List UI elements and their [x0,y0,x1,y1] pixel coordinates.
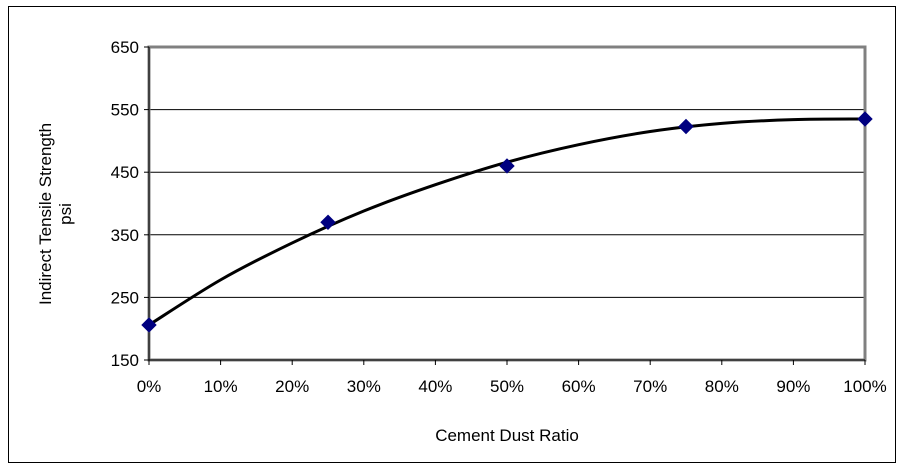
x-axis-title: Cement Dust Ratio [435,426,579,445]
x-tick-label: 80% [705,377,739,396]
x-tick-label: 70% [633,377,667,396]
y-axis-ticks: 150 250 350 450 550 650 [111,38,149,370]
data-point-marker [678,118,694,135]
x-tick-label: 100% [843,377,886,396]
data-point-marker [320,214,336,230]
x-tick-label: 50% [490,377,524,396]
data-point-marker [499,158,515,174]
y-tick-label: 350 [111,226,139,245]
y-axis-title: Indirect Tensile Strength psi [36,123,75,305]
x-tick-label: 30% [347,377,381,396]
data-point-marker [857,111,873,127]
x-tick-label: 10% [204,377,238,396]
x-tick-label: 90% [776,377,810,396]
y-tick-label: 450 [111,163,139,182]
data-point-marker [141,317,157,333]
x-axis-ticks: 0% 10% 20% 30% 40% 50% 60% 70% 80% 90% 100% [137,360,887,396]
x-tick-label: 40% [418,377,452,396]
data-markers [141,111,873,333]
y-axis-title-line-1: Indirect Tensile Strength [36,123,55,305]
x-tick-label: 0% [137,377,162,396]
y-tick-label: 650 [111,38,139,57]
y-tick-label: 250 [111,288,139,307]
x-tick-label: 20% [275,377,309,396]
y-tick-label: 150 [111,351,139,370]
y-axis-title-line-2: psi [56,203,75,225]
x-tick-label: 60% [562,377,596,396]
y-tick-label: 550 [111,101,139,120]
